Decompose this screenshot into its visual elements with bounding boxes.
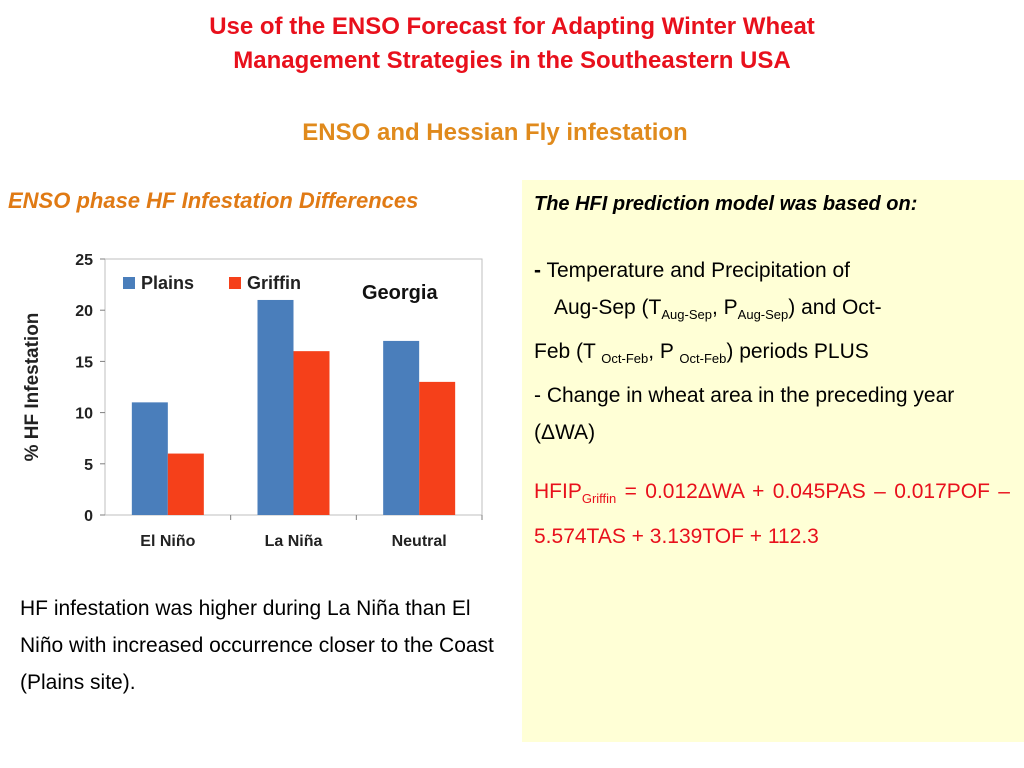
bar-griffin xyxy=(419,381,456,515)
x-tick-label: Neutral xyxy=(392,533,447,550)
y-tick-label: 0 xyxy=(84,508,93,525)
bar-griffin xyxy=(293,351,330,515)
legend-swatch-plains xyxy=(123,277,135,289)
predictor-text-3a: Feb (T xyxy=(534,340,602,364)
predictor-line-1: - Temperature and Precipitation of xyxy=(534,252,1010,289)
predictor-text-3c: ) periods PLUS xyxy=(726,340,869,364)
predictor-text-2b: , P xyxy=(711,296,738,319)
predictor-text-3b: , P xyxy=(648,340,680,364)
predictor-line-4: - Change in wheat area in the preceding … xyxy=(534,384,955,445)
summary-note: HF infestation was higher during La Niña… xyxy=(20,597,494,694)
predictor-text-1: Temperature and Precipitation of xyxy=(546,259,850,282)
bar-chart-svg: 0 5 10 15 20 25 % HF Infestation El Niño La Niña… xyxy=(22,252,483,550)
predictor-line-3: Feb (T Oct-Feb, P Oct-Feb) periods PLUS xyxy=(534,333,1010,377)
formula-subscript: Griffin xyxy=(581,491,617,507)
bullet-dash: - xyxy=(534,259,541,282)
y-tick-label: 15 xyxy=(75,354,93,371)
predictor-text-2a: Aug-Sep (T xyxy=(554,296,662,319)
panel-body: - Temperature and Precipitation of Aug-S… xyxy=(534,252,1010,451)
y-tick-label: 20 xyxy=(75,303,93,320)
title-line-2: Management Strategies in the Southeaster… xyxy=(233,47,791,74)
bar-plains xyxy=(131,402,168,515)
predictor-text-2c: ) and Oct- xyxy=(788,296,882,319)
x-tick-label: El Niño xyxy=(140,533,195,550)
y-tick-label: 25 xyxy=(75,252,93,269)
subscript-oct-feb-p: Oct-Feb xyxy=(679,351,727,367)
bar-griffin xyxy=(167,453,204,515)
title-line-1: Use of the ENSO Forecast for Adapting Wi… xyxy=(209,13,815,40)
formula-rhs: = 0.012ΔWA + 0.045PAS – 0.017POF – 5.574… xyxy=(534,480,1010,548)
bar-plains xyxy=(383,340,420,515)
model-panel: The HFI prediction model was based on: -… xyxy=(522,180,1024,742)
formula-lhs: HFIP xyxy=(534,480,582,504)
chart-annotation: Georgia xyxy=(362,282,438,304)
slide-title: Use of the ENSO Forecast for Adapting Wi… xyxy=(0,10,1024,78)
legend-swatch-griffin xyxy=(229,277,241,289)
y-axis-label: % HF Infestation xyxy=(22,313,43,462)
subscript-aug-sep-t: Aug-Sep xyxy=(661,307,712,323)
slide-subtitle: ENSO and Hessian Fly infestation xyxy=(302,119,688,146)
y-tick-label: 10 xyxy=(75,406,93,423)
y-tick-label: 5 xyxy=(84,457,93,474)
panel-heading: The HFI prediction model was based on: xyxy=(534,193,918,215)
chart: 0 5 10 15 20 25 % HF Infestation El Niño La Niña… xyxy=(10,235,500,555)
x-tick-label: La Niña xyxy=(265,533,323,550)
model-formula: HFIPGriffin = 0.012ΔWA + 0.045PAS – 0.01… xyxy=(534,473,1010,554)
chart-heading: ENSO phase HF Infestation Differences xyxy=(8,188,419,213)
bar-plains xyxy=(257,299,294,515)
subscript-oct-feb-t: Oct-Feb xyxy=(601,351,649,367)
predictor-line-2: Aug-Sep (TAug-Sep, PAug-Sep) and Oct- xyxy=(534,289,1010,333)
subscript-aug-sep-p: Aug-Sep xyxy=(737,307,789,323)
legend-label-plains: Plains xyxy=(141,273,194,293)
legend-label-griffin: Griffin xyxy=(247,273,301,293)
